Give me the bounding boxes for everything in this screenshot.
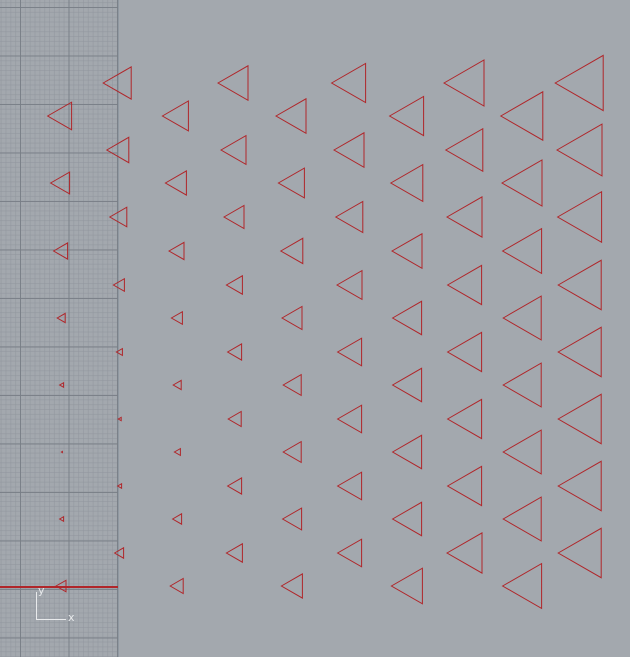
triangle-curve[interactable]	[336, 538, 363, 568]
triangle-curve[interactable]	[557, 393, 602, 445]
triangle-curve[interactable]	[334, 200, 364, 234]
triangle-curve[interactable]	[102, 66, 132, 100]
triangle-curve[interactable]	[391, 367, 423, 403]
triangle-curve[interactable]	[108, 206, 128, 228]
triangle-curve[interactable]	[227, 410, 242, 428]
triangle-curve[interactable]	[274, 97, 307, 135]
triangle-curve[interactable]	[167, 241, 185, 261]
axis-indicator-y-label: y	[38, 584, 45, 597]
triangle-curve[interactable]	[336, 471, 363, 501]
triangle-curve[interactable]	[499, 90, 544, 142]
triangle-curve[interactable]	[281, 507, 303, 531]
triangle-curve[interactable]	[391, 300, 423, 336]
triangle-curve[interactable]	[446, 264, 483, 306]
axis-indicator-x-label: x	[68, 611, 75, 624]
triangle-curve[interactable]	[389, 163, 424, 203]
x-axis-line	[0, 586, 118, 588]
triangle-curve[interactable]	[444, 127, 484, 173]
triangle-curve[interactable]	[216, 64, 249, 102]
triangle-curve[interactable]	[58, 515, 65, 523]
triangle-curve[interactable]	[502, 496, 542, 542]
triangle-curve[interactable]	[332, 131, 365, 169]
triangle-curve[interactable]	[445, 532, 483, 574]
triangle-curve[interactable]	[56, 312, 66, 324]
triangle-curve[interactable]	[336, 337, 363, 367]
triangle-curve[interactable]	[54, 579, 67, 593]
triangle-curve[interactable]	[170, 310, 183, 326]
triangle-curve[interactable]	[115, 347, 123, 357]
triangle-curve[interactable]	[556, 190, 603, 244]
triangle-curve[interactable]	[226, 343, 243, 361]
triangle-curve[interactable]	[446, 398, 483, 440]
triangle-curve[interactable]	[330, 62, 367, 104]
axis-indicator-y-line	[36, 592, 37, 620]
triangle-curve[interactable]	[164, 170, 187, 196]
triangle-curve[interactable]	[502, 295, 542, 341]
triangle-curve[interactable]	[169, 577, 184, 595]
triangle-curve[interactable]	[161, 100, 189, 132]
triangle-curve[interactable]	[226, 477, 243, 495]
triangle-curve[interactable]	[225, 274, 243, 296]
triangle-curve[interactable]	[171, 512, 183, 526]
triangle-curve[interactable]	[446, 465, 483, 507]
triangle-curve[interactable]	[502, 429, 542, 475]
triangle-curve[interactable]	[280, 305, 303, 331]
triangle-curve[interactable]	[557, 460, 602, 512]
triangle-curve[interactable]	[49, 171, 71, 195]
triangle-curve[interactable]	[442, 59, 485, 107]
triangle-curve[interactable]	[282, 440, 302, 464]
triangle-curve[interactable]	[445, 196, 483, 238]
triangle-curve[interactable]	[554, 54, 604, 112]
triangle-curve[interactable]	[116, 482, 123, 490]
triangle-curve[interactable]	[388, 95, 425, 137]
triangle-curve[interactable]	[105, 136, 130, 164]
triangle-curve[interactable]	[390, 232, 423, 270]
triangle-curve[interactable]	[112, 277, 125, 293]
triangle-curve[interactable]	[391, 434, 423, 470]
triangle-curve[interactable]	[117, 416, 122, 422]
triangle-curve[interactable]	[391, 501, 423, 537]
triangle-curve[interactable]	[60, 450, 63, 454]
triangle-curve[interactable]	[280, 573, 303, 599]
triangle-curve[interactable]	[555, 123, 603, 177]
triangle-curve[interactable]	[502, 362, 542, 408]
triangle-curve[interactable]	[336, 404, 363, 434]
triangle-curve[interactable]	[173, 447, 181, 457]
triangle-curve[interactable]	[222, 204, 245, 230]
axis-indicator-x-line	[36, 619, 66, 620]
triangle-curve[interactable]	[501, 562, 543, 610]
triangle-curve[interactable]	[225, 542, 243, 564]
triangle-curve[interactable]	[500, 159, 543, 207]
triangle-curve[interactable]	[501, 227, 543, 275]
triangle-curve[interactable]	[52, 242, 69, 260]
triangle-curve[interactable]	[46, 101, 73, 131]
triangle-curve[interactable]	[335, 269, 363, 301]
triangle-curve[interactable]	[277, 167, 305, 199]
triangle-curve[interactable]	[446, 331, 483, 373]
triangle-curve[interactable]	[279, 237, 304, 265]
triangle-curve[interactable]	[172, 379, 182, 391]
triangle-curve[interactable]	[390, 567, 423, 605]
triangle-curve[interactable]	[557, 259, 602, 311]
triangle-curve[interactable]	[113, 546, 125, 560]
triangle-curve[interactable]	[58, 381, 65, 389]
triangle-curve[interactable]	[557, 326, 602, 378]
triangle-curve[interactable]	[219, 134, 247, 166]
triangle-curve[interactable]	[282, 373, 302, 397]
triangle-curve[interactable]	[557, 527, 602, 579]
